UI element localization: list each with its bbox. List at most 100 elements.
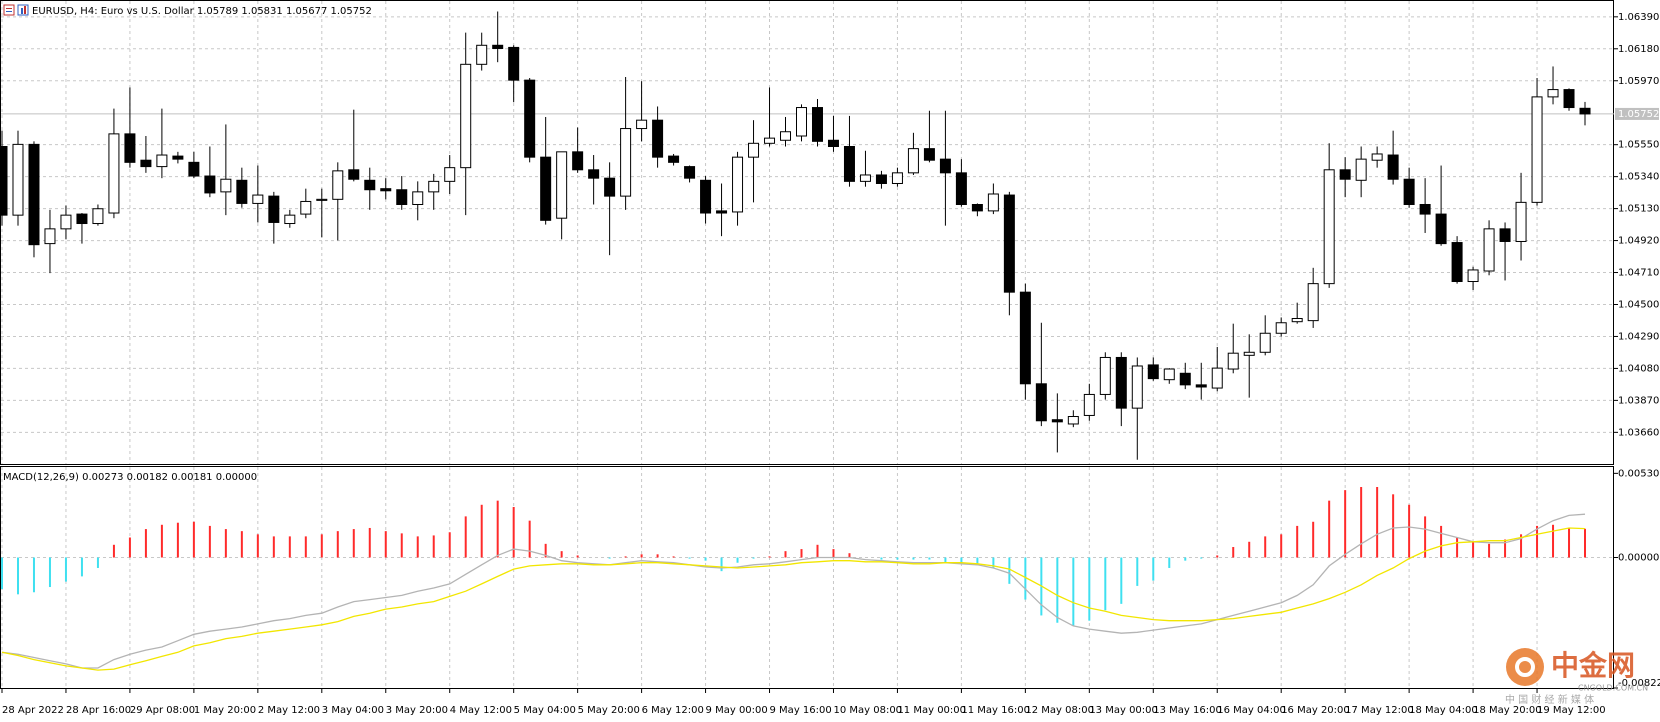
candle-body [332,170,344,200]
candle-body [12,143,24,216]
candle-body [604,177,616,197]
candle-body [1339,169,1351,180]
candle-body [1451,242,1463,283]
y-tick-label: 1.04710 [1618,268,1659,279]
candle-body [939,158,951,174]
chart-title: EURUSD, H4: Euro vs U.S. Dollar 1.05789 … [32,6,372,17]
candle-body [540,156,552,221]
candle-body [300,200,312,215]
candle-body [1003,194,1015,293]
x-tick-label: 28 Apr 2022 [2,705,64,716]
x-tick-label: 6 May 12:00 [642,705,704,716]
candle-body [1179,372,1191,386]
candle-body [460,63,472,169]
candle-body [859,174,871,182]
candle-body [875,174,887,184]
candle-body [44,228,56,245]
candle-body [1323,169,1335,285]
price-label-box [1615,107,1659,120]
candle-body [700,179,712,214]
x-tick-label: 13 May 00:00 [1089,705,1158,716]
candle-body [572,151,584,171]
candle-body [1083,393,1095,416]
candle-body [28,143,40,246]
macd-panel-border [0,466,1614,689]
candle-body [364,179,376,191]
candle-body [268,195,280,223]
main-panel-border [0,0,1614,465]
y-tick-label: 1.06180 [1618,44,1659,55]
candle-body [620,128,632,197]
candle-body [1243,351,1255,356]
candle-body [236,179,248,204]
y-tick-label: 1.06390 [1618,12,1659,23]
candle-body [204,175,216,194]
watermark-logo [1506,648,1544,686]
candle-body [907,148,919,174]
icon-bar [21,8,23,14]
x-tick-label: 19 May 12:00 [1537,705,1606,716]
candle-body [1051,419,1063,423]
x-tick-label: 11 May 16:00 [961,705,1030,716]
candle-body [0,146,8,216]
candle-body [1035,383,1047,422]
x-tick-label: 16 May 04:00 [1217,705,1286,716]
candle-body [108,133,120,214]
candle-body [796,107,807,137]
candle-body [92,208,104,225]
candle-body [1211,367,1223,389]
x-tick-label: 18 May 04:00 [1409,705,1478,716]
candle-body [971,203,983,212]
candle-body [891,172,903,184]
x-tick-label: 13 May 16:00 [1153,705,1222,716]
price-label: 1.05752 [1618,109,1659,120]
candle-body [827,139,839,148]
candle-body [843,146,855,182]
candle-body [60,214,72,230]
watermark-name: 中金网 [1551,649,1635,682]
candle-body [732,156,744,213]
candle-body [1195,384,1207,388]
y-tick-label: 1.05550 [1618,140,1659,151]
candle-body [1227,352,1239,370]
candle-body [652,119,664,158]
x-tick-label: 16 May 20:00 [1281,705,1350,716]
candle-body [1419,203,1431,215]
candle-body [220,178,232,193]
candle-body [1515,201,1527,242]
candle-body [492,44,504,49]
candle-body [955,172,967,205]
x-tick-label: 18 May 20:00 [1473,705,1542,716]
x-tick-label: 5 May 04:00 [514,705,576,716]
x-tick-label: 1 May 20:00 [194,705,256,716]
candle-body [1067,416,1079,425]
y-tick-label: 1.04290 [1618,331,1659,342]
y-tick-label: 0.00000 [1618,552,1659,563]
x-tick-label: 4 May 12:00 [450,705,512,716]
x-tick-label: 2 May 12:00 [258,705,320,716]
y-tick-label: 1.04920 [1618,236,1659,247]
icon-line [6,11,12,12]
candle-body [380,188,392,192]
candle-body [684,166,696,179]
candle-body [428,180,440,193]
candle-body [124,133,136,163]
y-tick-label: 1.05340 [1618,172,1659,183]
x-tick-label: 12 May 08:00 [1025,705,1094,716]
candle-body [508,46,520,81]
candle-body [1579,107,1591,115]
candle-body [1307,283,1319,322]
candle-body [1291,317,1303,323]
candle-body [1355,158,1367,181]
x-tick-label: 5 May 20:00 [578,705,640,716]
x-tick-label: 3 May 04:00 [322,705,384,716]
candle-body [1019,291,1031,385]
x-tick-label: 11 May 00:00 [897,705,966,716]
x-tick-label: 9 May 16:00 [770,705,832,716]
candle-body [1483,228,1495,272]
y-tick-label: 1.05130 [1618,204,1659,215]
y-tick-label: 1.05970 [1618,76,1659,87]
candle-body [1531,96,1543,203]
candle-body [188,161,200,177]
